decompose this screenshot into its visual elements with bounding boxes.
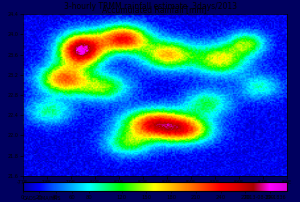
Text: OADS-CMA/NRS: OADS-CMA/NRS	[22, 195, 61, 200]
Text: 2013-08-29-1836: 2013-08-29-1836	[244, 195, 286, 200]
Text: 3-hourly TRMM rainfall estimate  3days/2013: 3-hourly TRMM rainfall estimate 3days/20…	[64, 2, 236, 11]
Title: Accumulated Rainfall [mm]: Accumulated Rainfall [mm]	[102, 5, 207, 14]
